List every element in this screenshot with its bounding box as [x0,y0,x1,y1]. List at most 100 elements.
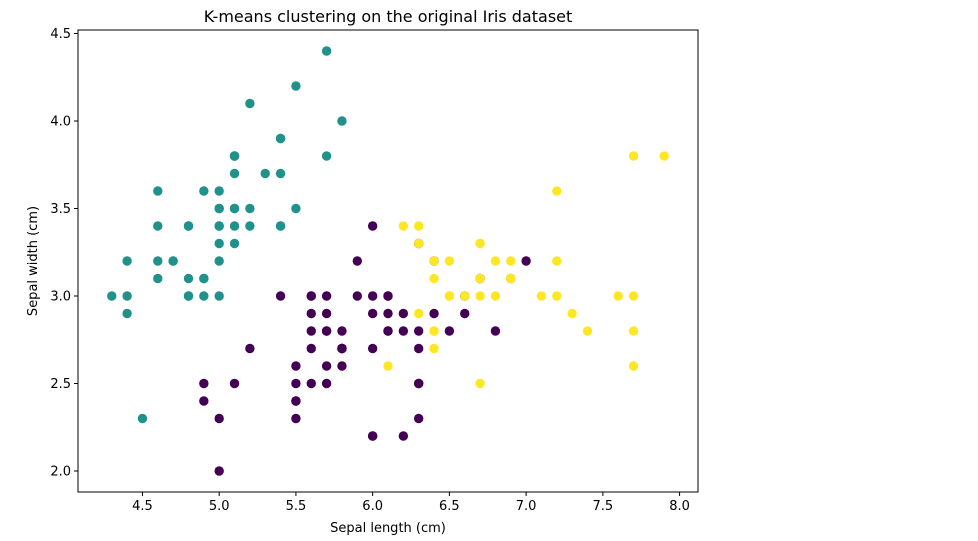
data-point [475,238,485,249]
data-point [260,168,270,179]
data-point [536,291,547,301]
data-point [398,431,409,441]
data-point [475,291,485,301]
data-point [552,291,562,301]
data-point [429,273,439,284]
data-point [214,203,224,214]
data-point [321,291,332,301]
data-point [214,413,224,424]
data-point [229,238,240,249]
data-point [352,291,363,301]
data-point [337,343,347,354]
data-point [444,326,455,336]
axes-frame [78,30,698,492]
data-point [413,221,424,231]
y-tick-label: 3.0 [50,290,71,305]
y-tick-label: 4.5 [50,27,71,42]
data-point [613,291,623,301]
data-point [460,291,470,301]
x-tick-label: 5.0 [209,499,230,514]
data-point [214,238,224,249]
data-point [199,378,209,389]
data-point [245,98,255,109]
data-point [291,203,301,214]
x-tick-label: 5.5 [286,499,307,514]
data-point [398,221,409,231]
data-point [214,291,224,301]
data-point [229,168,240,179]
data-point [383,326,393,336]
y-axis-label: Sepal width (cm) [26,206,41,316]
data-point [490,326,501,336]
data-point [275,168,286,179]
data-point [291,378,301,389]
data-point [306,308,316,319]
data-point [137,413,148,424]
data-point [291,361,301,371]
data-point [628,326,639,336]
x-tick-label: 4.5 [132,499,153,514]
data-point [383,361,393,371]
data-point [275,221,286,231]
data-point [214,221,224,231]
data-point [122,308,132,319]
data-point [429,343,439,354]
x-tick-label: 6.0 [362,499,383,514]
data-point [291,413,301,424]
data-point [321,326,332,336]
data-point [291,396,301,406]
data-point [552,186,562,196]
data-point [413,308,424,319]
data-point [306,326,316,336]
data-point [413,378,424,389]
data-point [352,256,363,266]
data-point [659,151,669,161]
data-point [321,378,332,389]
data-point [122,291,132,301]
data-point [153,221,163,231]
data-point [413,326,424,336]
data-point [582,326,593,336]
data-point [153,186,163,196]
y-axis-ticks: 2.0 2.5 3.0 3.5 4.0 4.5 [50,27,78,480]
x-axis-ticks: 4.5 5.0 5.5 6.0 6.5 7.0 7.5 8.0 [132,492,690,514]
chart-title: K-means clustering on the original Iris … [204,7,573,26]
data-point [306,343,316,354]
data-point [321,151,332,161]
data-point [429,308,439,319]
data-point [199,396,209,406]
data-point [183,273,194,284]
data-point [199,273,209,284]
y-tick-label: 2.0 [50,465,71,480]
data-point [413,413,424,424]
axes-border [77,29,699,493]
data-point [567,308,577,319]
data-point [306,291,316,301]
data-point [490,291,501,301]
data-point [429,326,439,336]
data-point [122,256,132,266]
data-point [321,46,332,56]
x-tick-label: 6.5 [439,499,460,514]
plot-area: 4.5 5.0 5.5 6.0 6.5 7.0 7.5 8.0 2.0 2.5 3.0 3.5 4.0… [50,27,699,514]
data-point [460,308,470,319]
data-point [367,221,378,231]
x-tick-label: 7.5 [593,499,614,514]
scatter-markers [107,46,669,476]
data-point [383,308,393,319]
y-tick-label: 3.5 [50,202,71,217]
x-axis-label: Sepal length (cm) [330,521,446,536]
data-point [168,256,178,266]
x-tick-label: 7.0 [516,499,537,514]
data-point [444,291,455,301]
data-point [413,238,424,249]
data-point [413,343,424,354]
data-point [291,81,301,91]
data-point [475,378,485,389]
data-point [245,203,255,214]
data-point [506,256,516,266]
data-point [153,273,163,284]
data-point [383,291,393,301]
data-point [214,256,224,266]
